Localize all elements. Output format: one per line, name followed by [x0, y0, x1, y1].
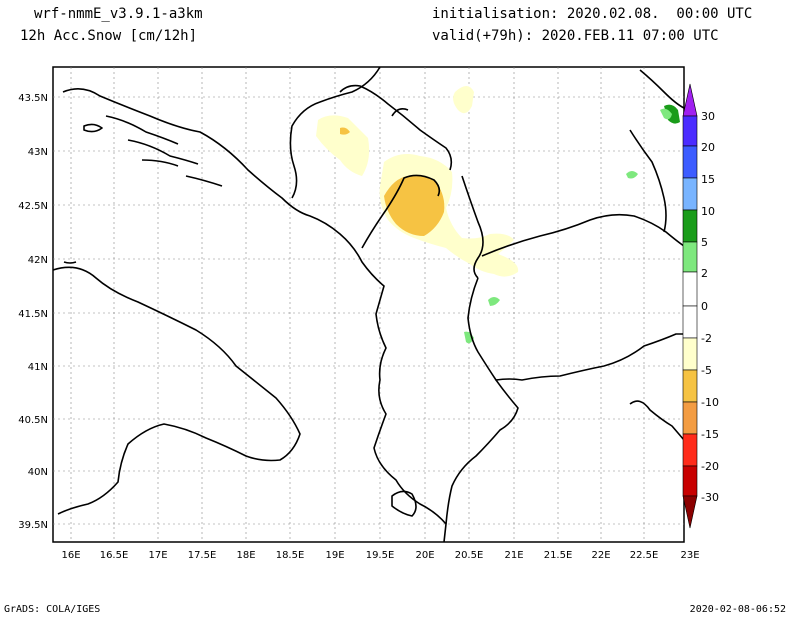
colorbar-box: [682, 115, 698, 147]
lon-tick-label: 18.5E: [276, 550, 305, 561]
lon-tick-label: 18E: [236, 550, 255, 561]
init-time: initialisation: 2020.02.08. 00:00 UTC: [432, 6, 753, 22]
valid-time: valid(+79h): 2020.FEB.11 07:00 UTC: [432, 28, 719, 44]
colorbar-box: [682, 433, 698, 467]
colorbar-label: 15: [701, 173, 715, 186]
colorbar-label: -5: [701, 364, 712, 377]
colorbar-box: [682, 271, 698, 307]
colorbar-label: 0: [701, 300, 708, 313]
lat-tick-label: 43.5N: [18, 93, 48, 104]
colorbar-bottom-arrow: [682, 495, 698, 529]
lat-tick-label: 41N: [28, 362, 48, 373]
lon-tick-label: 20E: [415, 550, 434, 561]
colorbar-label: -15: [701, 428, 719, 441]
colorbar-top-arrow: [682, 83, 698, 117]
colorbar-label: -30: [701, 491, 719, 504]
lat-tick-label: 41.5N: [18, 309, 48, 320]
lon-tick-label: 16.5E: [100, 550, 129, 561]
country-borders: [289, 66, 685, 525]
colorbar-label: 2: [701, 267, 708, 280]
colorbar-box: [682, 209, 698, 243]
colorbar-label: -2: [701, 332, 712, 345]
lon-tick-label: 17E: [148, 550, 167, 561]
lon-tick-label: 19.5E: [366, 550, 395, 561]
lat-tick-label: 40.5N: [18, 415, 48, 426]
colorbar-label: -20: [701, 460, 719, 473]
lat-tick-label: 40N: [28, 467, 48, 478]
colorbar-label: 20: [701, 141, 715, 154]
render-timestamp: 2020-02-08-06:52: [689, 604, 786, 615]
lat-labels: 43.5N 43N 42.5N 42N 41.5N 41N 40.5N 40N …: [18, 93, 48, 531]
colorbar-box: [682, 241, 698, 273]
field-title: 12h Acc.Snow [cm/12h]: [20, 28, 198, 44]
grads-credit: GrADS: COLA/IGES: [4, 604, 101, 615]
lon-tick-label: 16E: [61, 550, 80, 561]
colorbar-box: [682, 145, 698, 179]
colorbar-label: 30: [701, 110, 715, 123]
lon-tick-label: 21E: [504, 550, 523, 561]
lon-tick-label: 23E: [680, 550, 699, 561]
lat-tick-label: 42.5N: [18, 201, 48, 212]
lon-tick-label: 17.5E: [188, 550, 217, 561]
model-title: wrf-nmmE_v3.9.1-a3km: [34, 6, 203, 22]
colorbar-label: 5: [701, 236, 708, 249]
colorbar-label: 10: [701, 205, 715, 218]
lat-tick-label: 39.5N: [18, 520, 48, 531]
lon-tick-label: 22.5E: [630, 550, 659, 561]
lon-labels: 16E 16.5E 17E 17.5E 18E 18.5E 19E 19.5E …: [61, 550, 699, 561]
lat-tick-label: 42N: [28, 255, 48, 266]
colorbar: 30 20 15 10 5 2 0 -2 -5 -10 -15 -20 -30: [682, 83, 719, 529]
colorbar-box: [682, 305, 698, 339]
colorbar-box: [682, 337, 698, 371]
snow-shading: [316, 86, 680, 344]
lon-tick-label: 20.5E: [455, 550, 484, 561]
lon-tick-label: 22E: [591, 550, 610, 561]
lon-tick-label: 21.5E: [544, 550, 573, 561]
colorbar-box: [682, 465, 698, 497]
colorbar-box: [682, 401, 698, 435]
lat-tick-label: 43N: [28, 147, 48, 158]
colorbar-box: [682, 369, 698, 403]
coastlines: [52, 88, 685, 543]
lon-tick-label: 19E: [325, 550, 344, 561]
colorbar-box: [682, 177, 698, 211]
colorbar-label: -10: [701, 396, 719, 409]
